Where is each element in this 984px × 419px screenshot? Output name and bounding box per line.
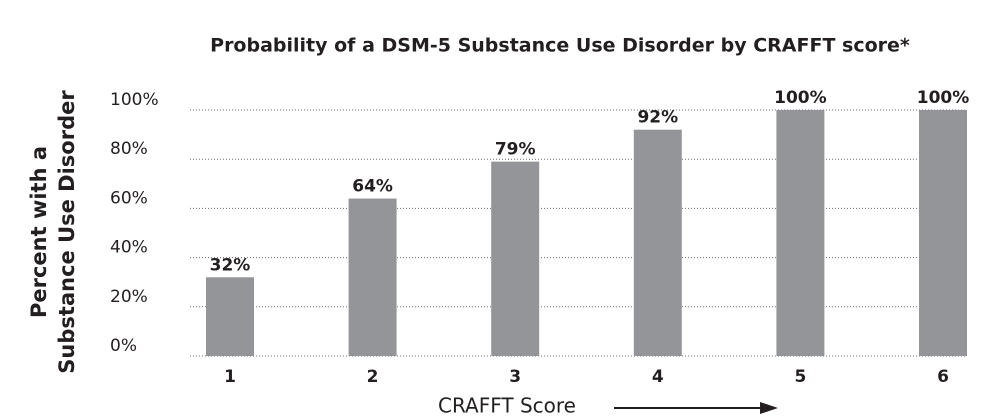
value-label: 100% — [917, 88, 970, 108]
y-tick-label: 100% — [110, 90, 159, 110]
x-tick-label: 5 — [794, 367, 806, 387]
value-label: 100% — [774, 88, 827, 108]
x-tick-label: 2 — [367, 367, 379, 387]
bar — [633, 129, 682, 356]
bar — [776, 110, 825, 356]
y-tick-label: 0% — [110, 336, 137, 356]
bar — [491, 161, 540, 356]
bar — [919, 110, 967, 356]
x-tick-label: 4 — [652, 367, 664, 387]
value-label: 64% — [352, 177, 393, 197]
bar — [206, 277, 254, 356]
x-tick-label: 3 — [509, 367, 521, 387]
value-label: 32% — [210, 255, 251, 275]
value-label: 79% — [495, 140, 536, 160]
bar — [348, 198, 397, 356]
y-tick-label: 40% — [110, 238, 148, 258]
y-axis-label: Percent with a — [27, 146, 51, 318]
y-tick-label: 80% — [110, 139, 148, 159]
y-tick-label: 20% — [110, 287, 148, 307]
x-tick-label: 1 — [224, 367, 236, 387]
chart-title: Probability of a DSM-5 Substance Use Dis… — [210, 35, 910, 57]
value-label: 92% — [637, 108, 678, 128]
y-axis-label: Substance Use Disorder — [55, 90, 79, 374]
y-tick-label: 60% — [110, 188, 148, 208]
arrow — [614, 402, 778, 414]
x-tick-label: 6 — [937, 367, 949, 387]
x-axis-label: CRAFFT Score — [438, 394, 576, 418]
